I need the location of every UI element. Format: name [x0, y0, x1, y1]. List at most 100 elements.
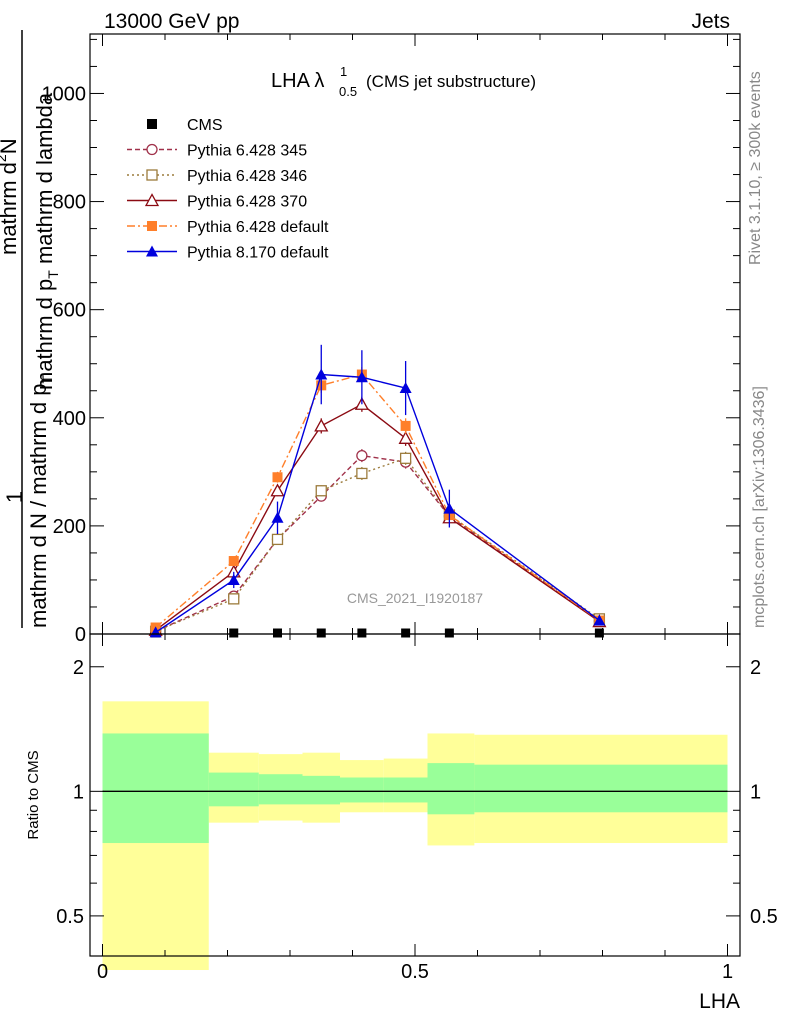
ratio-y-tick-label: 2	[73, 657, 84, 679]
series-line	[155, 457, 600, 632]
mcplots-label: mcplots.cern.ch [arXiv:1306.3436]	[751, 386, 768, 628]
series-line	[155, 403, 600, 631]
ylabel-den3: mathrm d lambda	[32, 92, 57, 270]
x-tick-label: 1	[722, 961, 733, 983]
data-point	[399, 452, 412, 464]
ylabel-den1: mathrm d p	[32, 279, 57, 390]
ylabel-line2: T	[39, 374, 55, 383]
y-tick-label: 0	[75, 624, 86, 646]
title-main: LHA λ	[271, 70, 324, 92]
ylabel-line1: mathrm d N / mathrm d p	[26, 383, 51, 628]
ratio-y-tick-label: 1	[73, 781, 84, 803]
ylabel-denominator-2: mathrm d pT mathrm d lambda	[32, 92, 61, 390]
y-axis-label: 1 mathrm d N / mathrm d pT mathrm d2N ma…	[0, 30, 61, 628]
data-point	[273, 628, 282, 638]
data-point	[357, 628, 367, 638]
data-point	[314, 418, 329, 432]
ratio-band-inner	[340, 777, 384, 803]
ylabel-num3: N	[0, 138, 21, 154]
ratio-y-tick-label-right: 0.5	[750, 906, 778, 928]
y-tick-label: 800	[53, 192, 86, 214]
data-point	[228, 593, 240, 605]
ylabel-num1: mathrm d	[0, 162, 21, 255]
data-point	[443, 502, 456, 514]
data-point	[356, 467, 368, 480]
data-point	[594, 628, 604, 638]
data-point	[227, 573, 240, 585]
legend-label: Pythia 8.170 default	[187, 245, 329, 262]
ratio-band-inner	[427, 763, 475, 815]
header-energy: 13000 GeV pp	[104, 10, 239, 33]
y-tick-label: 1000	[42, 83, 87, 105]
ratio-band-inner	[302, 775, 340, 805]
series-5	[149, 344, 606, 638]
data-point	[271, 511, 284, 523]
x-tick-label: 0	[97, 961, 108, 983]
data-point	[355, 371, 368, 383]
data-point	[228, 556, 239, 567]
legend-label: Pythia 6.428 346	[187, 168, 307, 185]
data-point	[149, 626, 162, 638]
chart-title: LHA λ	[271, 70, 324, 92]
ratio-frame	[89, 633, 741, 957]
data-point	[315, 368, 328, 380]
y-tick-label: 600	[53, 300, 86, 322]
header-category: Jets	[691, 10, 730, 33]
data-point	[271, 533, 284, 546]
series-1	[149, 449, 606, 637]
title-sup: 1	[340, 64, 347, 79]
data-point	[398, 430, 413, 444]
data-point	[444, 628, 454, 638]
legend-label: Pythia 6.428 345	[187, 143, 307, 160]
ylabel-num2: 2	[0, 154, 9, 162]
data-point	[356, 449, 368, 462]
ylabel-den2: T	[45, 270, 61, 279]
series-line	[155, 373, 600, 633]
legend-marker	[144, 193, 160, 207]
series-0	[151, 628, 604, 638]
data-point	[229, 628, 239, 638]
ratio-band-inner	[102, 733, 209, 844]
main-panel: 0 200 400 600 800 1000 CMS_2021_I1920187 LHA …	[0, 30, 741, 646]
ratio-band-inner	[208, 772, 259, 807]
series-2	[149, 451, 606, 637]
data-point	[315, 485, 327, 497]
legend-label: CMS	[187, 117, 223, 134]
ylabel-top: 1	[2, 491, 27, 503]
legend-marker	[147, 119, 157, 129]
data-point	[316, 628, 326, 638]
rivet-label: Rivet 3.1.10, ≥ 300k events	[747, 71, 764, 265]
watermark: CMS_2021_I1920187	[347, 590, 483, 606]
ratio-band-inner	[474, 764, 728, 813]
ratio-panel: 0.5 0.5 1 1 2 2 0 0.5 1 Ratio to CMS LHA	[25, 633, 778, 1013]
data-point	[270, 483, 285, 497]
ratio-y-tick-label-right: 2	[750, 657, 761, 679]
legend-marker	[146, 143, 158, 156]
legend-label: Pythia 6.428 default	[187, 219, 329, 236]
series-line	[155, 373, 600, 629]
ratio-y-tick-label-right: 1	[750, 781, 761, 803]
data-point	[400, 420, 411, 431]
ratio-band-inner	[258, 774, 303, 805]
ylabel-denominator: mathrm d N / mathrm d pT	[26, 374, 55, 628]
y-tick-label: 200	[53, 516, 86, 538]
data-point	[401, 628, 411, 638]
ratio-band-inner	[383, 777, 428, 803]
legend-marker	[147, 221, 157, 231]
title-note: (CMS jet substructure)	[366, 72, 536, 91]
ylabel-numerator: mathrm d2N	[0, 138, 21, 255]
y-tick-label: 400	[53, 408, 86, 430]
data-point	[593, 614, 606, 626]
ratio-ylabel: Ratio to CMS	[25, 750, 42, 839]
data-point	[399, 382, 412, 394]
legend-marker	[146, 169, 158, 181]
x-tick-label: 0.5	[401, 961, 429, 983]
ratio-y-tick-label: 0.5	[56, 906, 84, 928]
legend-label: Pythia 6.428 370	[187, 194, 307, 211]
x-axis-label: LHA	[699, 990, 740, 1013]
title-sub: 0.5	[339, 84, 357, 99]
legend-marker	[146, 245, 158, 257]
series-line	[155, 454, 600, 632]
legend: CMS Pythia 6.428 345 Pythia 6.428 346 Pythi…	[127, 117, 329, 262]
